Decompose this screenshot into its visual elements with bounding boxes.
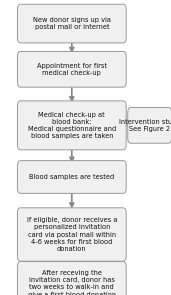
FancyBboxPatch shape <box>17 208 126 261</box>
FancyBboxPatch shape <box>17 101 126 150</box>
FancyBboxPatch shape <box>128 108 171 143</box>
FancyBboxPatch shape <box>17 51 126 87</box>
Text: New donor signs up via
postal mail or internet: New donor signs up via postal mail or in… <box>33 17 111 30</box>
Text: If eligible, donor receives a
personalized invitation
card via postal mail withi: If eligible, donor receives a personaliz… <box>27 217 117 252</box>
Text: After receving the
invitation card, donor has
two weeks to walk-in and
give a fi: After receving the invitation card, dono… <box>28 270 116 295</box>
Text: Intervention study
See Figure 2: Intervention study See Figure 2 <box>119 119 171 132</box>
FancyBboxPatch shape <box>17 262 126 295</box>
Text: Medical check-up at
blood bank:
Medical questionnaire and
blood samples are take: Medical check-up at blood bank: Medical … <box>28 112 116 139</box>
FancyBboxPatch shape <box>17 160 126 194</box>
Text: Blood samples are tested: Blood samples are tested <box>29 174 114 180</box>
FancyBboxPatch shape <box>17 4 126 43</box>
Text: Appointment for first
medical check-up: Appointment for first medical check-up <box>37 63 107 76</box>
